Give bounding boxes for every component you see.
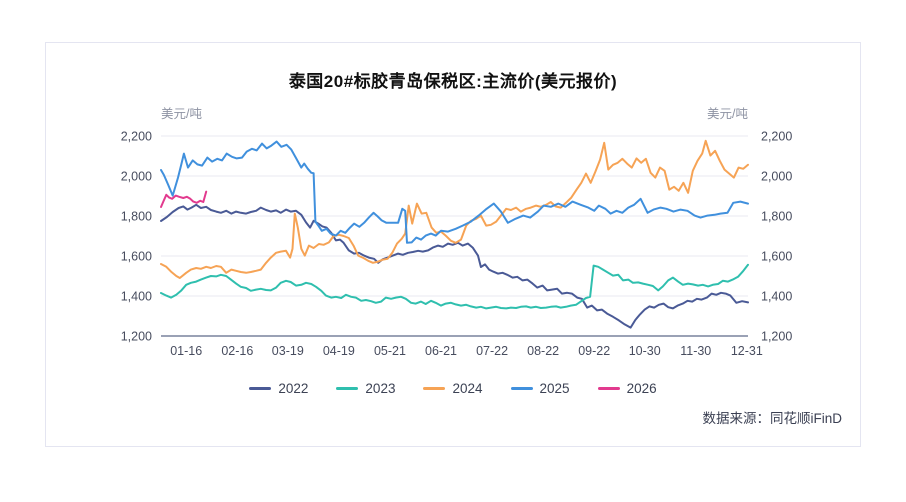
- x-tick-label: 08-22: [527, 344, 559, 358]
- y-tick-label-left: 1,400: [121, 290, 152, 304]
- legend-label: 2025: [539, 381, 570, 396]
- x-tick-label: 06-21: [425, 344, 457, 358]
- y-tick-label-right: 1,400: [761, 290, 792, 304]
- legend-item-2024[interactable]: 2024: [423, 381, 483, 396]
- legend-item-2025[interactable]: 2025: [510, 381, 570, 396]
- data-source-label: 数据来源：: [702, 411, 770, 426]
- x-tick-label: 05-21: [374, 344, 406, 358]
- x-tick-label: 04-19: [323, 344, 355, 358]
- x-tick-label: 12-31: [731, 344, 763, 358]
- y-tick-label-right: 2,000: [761, 170, 792, 184]
- legend-label: 2024: [452, 381, 483, 396]
- left-axis-unit-label: 美元/吨: [161, 107, 202, 121]
- legend-swatch-2025: [510, 387, 533, 390]
- chart-plot-area: 2,200 2,200 2,000 2,000 1,800 1,800 1,600 1,600…: [121, 130, 793, 359]
- y-tick-label-right: 1,200: [761, 330, 792, 344]
- x-tick-label: 10-30: [629, 344, 661, 358]
- x-tick-label: 11-30: [680, 344, 711, 358]
- x-tick-label: 03-19: [272, 344, 304, 358]
- y-tick-label-right: 1,600: [761, 250, 792, 264]
- series-line-2026: [160, 190, 208, 208]
- y-tick-label-left: 2,000: [121, 170, 152, 184]
- legend-swatch-2026: [597, 387, 620, 390]
- legend-item-2026[interactable]: 2026: [597, 381, 657, 396]
- x-tick-label: 07-22: [476, 344, 508, 358]
- y-tick-label-right: 2,200: [761, 130, 792, 144]
- data-source-value: 同花顺iFinD: [769, 411, 842, 426]
- legend-swatch-2024: [423, 387, 446, 390]
- y-tick-label-left: 1,200: [121, 330, 152, 344]
- x-tick-label: 01-16: [170, 344, 202, 358]
- legend-label: 2026: [626, 381, 657, 396]
- legend-swatch-2023: [336, 387, 359, 390]
- series-line-2025: [160, 140, 749, 244]
- chart-title: 泰国20#标胶青岛保税区:主流价(美元报价): [288, 72, 618, 91]
- chart-legend: 2022 2023 2024 2025 2026: [46, 381, 860, 396]
- series-line-2023: [160, 263, 749, 310]
- y-tick-label-left: 1,600: [121, 250, 152, 264]
- x-tick-label: 09-22: [578, 344, 610, 358]
- legend-item-2023[interactable]: 2023: [336, 381, 395, 396]
- legend-item-2022[interactable]: 2022: [249, 381, 308, 396]
- x-tick-label: 02-16: [221, 344, 253, 358]
- y-tick-label-left: 1,800: [121, 210, 152, 224]
- data-source-note: 数据来源：同花顺iFinD: [702, 407, 842, 427]
- chart-card: 泰国20#标胶青岛保税区:主流价(美元报价) 美元/吨 美元/吨 2,200 2,…: [45, 42, 861, 447]
- right-axis-unit-label: 美元/吨: [707, 107, 748, 121]
- legend-label: 2022: [278, 381, 309, 396]
- legend-swatch-2022: [249, 387, 272, 390]
- legend-label: 2023: [365, 381, 396, 396]
- series-line-2022: [160, 203, 749, 329]
- y-tick-label-right: 1,800: [761, 210, 792, 224]
- series-line-2024: [160, 139, 749, 279]
- y-tick-label-left: 2,200: [121, 130, 152, 144]
